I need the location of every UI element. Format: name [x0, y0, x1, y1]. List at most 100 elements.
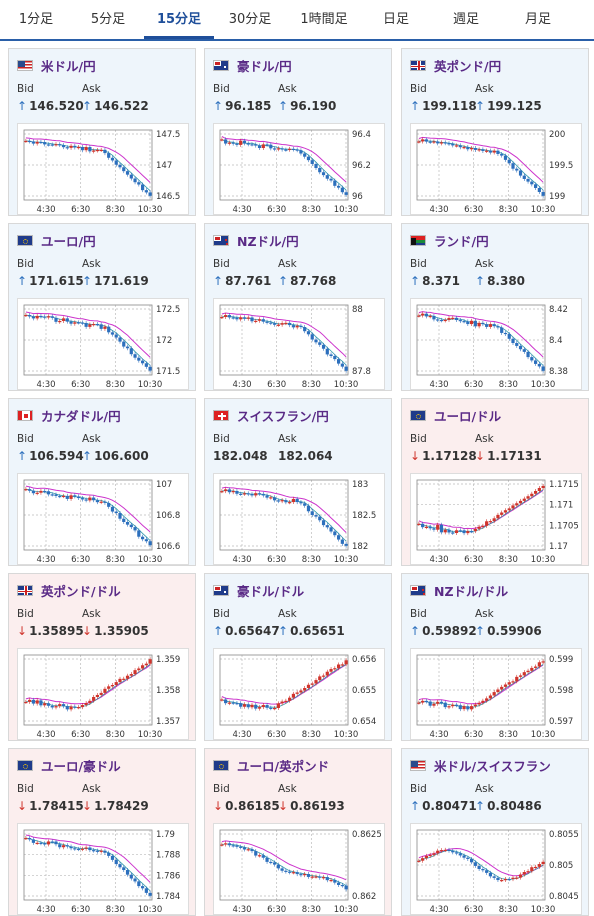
- pair-title[interactable]: 豪ドル/円: [213, 57, 292, 74]
- currency-card[interactable]: ユーロ/英ポンド Bid Ask ↓ 0.86185 ↓ 0.86193 4:30 6…: [204, 748, 392, 916]
- pair-name[interactable]: スイスフラン/円: [237, 408, 329, 424]
- pair-title[interactable]: ユーロ/英ポンド: [213, 757, 330, 774]
- currency-card[interactable]: ユーロ/ドル Bid Ask ↓ 1.17128 ↓ 1.17131 4:30 6:3…: [401, 398, 589, 566]
- currency-card[interactable]: 英ポンド/円 Bid Ask ↑ 199.118 ↑ 199.125 4:30 6:3…: [401, 48, 589, 216]
- tab-5[interactable]: 日足: [382, 12, 409, 27]
- pair-name[interactable]: 米ドル/円: [41, 58, 96, 74]
- x-tick-label: 8:30: [106, 905, 125, 915]
- currency-card[interactable]: 米ドル/円 Bid Ask ↑ 146.520 ↑ 146.522 4:30 6:30…: [8, 48, 196, 216]
- candle: [473, 148, 477, 150]
- pair-title[interactable]: ランド/円: [410, 232, 489, 249]
- pair-name[interactable]: NZドル/円: [237, 233, 299, 249]
- currency-card[interactable]: 英ポンド/ドル Bid Ask ↓ 1.35895 ↓ 1.35905 4:30 6:…: [8, 573, 196, 741]
- pair-title[interactable]: ユーロ/円: [17, 232, 96, 249]
- tab-7[interactable]: 月足: [524, 12, 551, 27]
- candle: [299, 874, 303, 876]
- price-chart[interactable]: 4:30 6:30 8:30 10:30 0.8055 0.805 0.8045: [410, 823, 582, 915]
- pair-name[interactable]: 米ドル/スイスフラン: [434, 758, 551, 774]
- price-chart[interactable]: 4:30 6:30 8:30 10:30 0.599 0.598 0.597: [410, 648, 582, 740]
- price-chart[interactable]: 4:30 6:30 8:30 10:30 96.4 96.2 96: [213, 123, 385, 215]
- candle: [254, 704, 258, 709]
- pair-name[interactable]: ユーロ/豪ドル: [41, 758, 121, 774]
- pair-name[interactable]: 英ポンド/円: [434, 58, 502, 74]
- candle: [541, 661, 545, 663]
- currency-card[interactable]: NZドル/円 Bid Ask ↑ 87.761 ↑ 87.768 4:30 6:30 8…: [204, 223, 392, 391]
- moving-average-line: [221, 135, 347, 183]
- pair-title[interactable]: カナダドル/円: [17, 407, 121, 424]
- price-chart[interactable]: 4:30 6:30 8:30 10:30 1.359 1.358 1.357: [17, 648, 189, 740]
- price-chart[interactable]: 4:30 6:30 8:30 10:30 0.656 0.655 0.654: [213, 648, 385, 740]
- pair-name[interactable]: カナダドル/円: [41, 408, 121, 424]
- currency-card[interactable]: 米ドル/スイスフラン Bid Ask ↑ 0.80471 ↑ 0.80486 4:3…: [401, 748, 589, 916]
- candle: [469, 320, 474, 325]
- candle: [46, 144, 51, 146]
- currency-card[interactable]: 豪ドル/円 Bid Ask ↑ 96.185 ↑ 96.190 4:30 6:30 8:…: [204, 48, 392, 216]
- pair-name[interactable]: NZドル/ドル: [434, 583, 509, 599]
- price-chart[interactable]: 4:30 6:30 8:30 10:30 8.42 8.4 8.38: [410, 298, 582, 390]
- pair-name[interactable]: 豪ドル/ドル: [237, 583, 305, 599]
- pair-title[interactable]: 豪ドル/ドル: [213, 582, 305, 599]
- x-tick-label: 4:30: [36, 380, 55, 390]
- pair-name[interactable]: ランド/円: [434, 233, 489, 249]
- pair-name[interactable]: ユーロ/円: [41, 233, 96, 249]
- candle: [511, 163, 515, 169]
- price-chart[interactable]: 4:30 6:30 8:30 10:30 88 87.8: [213, 298, 385, 390]
- candle: [318, 516, 322, 521]
- za-flag-icon: [410, 234, 426, 246]
- price-chart[interactable]: 4:30 6:30 8:30 10:30 107 106.8 106.6: [17, 473, 189, 565]
- candle: [428, 854, 432, 857]
- currency-card[interactable]: カナダドル/円 Bid Ask ↑ 106.594 ↑ 106.600 4:30 6:…: [8, 398, 196, 566]
- currency-card[interactable]: NZドル/ドル Bid Ask ↑ 0.59892 ↑ 0.59906 4:30 6:…: [401, 573, 589, 741]
- tab-4[interactable]: 1時間足: [300, 12, 348, 27]
- candlestick-chart: 4:30 6:30 8:30 10:30 172.5 172 171.5: [23, 304, 180, 390]
- pair-title[interactable]: 英ポンド/円: [410, 57, 502, 74]
- pair-title[interactable]: ユーロ/ドル: [410, 407, 502, 424]
- pair-title[interactable]: 米ドル/円: [17, 57, 96, 74]
- price-chart[interactable]: 4:30 6:30 8:30 10:30 1.79 1.788 1.786 1.784: [17, 823, 189, 915]
- price-chart[interactable]: 4:30 6:30 8:30 10:30 200 199.5 199: [410, 123, 582, 215]
- pair-title[interactable]: NZドル/ドル: [410, 582, 509, 599]
- currency-card[interactable]: スイスフラン/円 Bid Ask 182.048 182.064 4:30 6:3…: [204, 398, 392, 566]
- candle: [530, 357, 534, 361]
- pair-name[interactable]: ユーロ/英ポンド: [237, 758, 330, 774]
- tab-2[interactable]: 15分足: [144, 0, 214, 39]
- candle: [92, 696, 96, 701]
- candle: [31, 490, 36, 494]
- currency-card[interactable]: ユーロ/円 Bid Ask ↑ 171.615 ↑ 171.619 4:30 6:30…: [8, 223, 196, 391]
- pair-title[interactable]: ユーロ/豪ドル: [17, 757, 121, 774]
- pair-title[interactable]: スイスフラン/円: [213, 407, 329, 424]
- currency-card[interactable]: ランド/円 Bid Ask ↑ 8.371 ↑ 8.380 4:30 6:30 8:30…: [401, 223, 589, 391]
- x-tick-label: 6:30: [71, 380, 90, 390]
- up-arrow-icon: ↑: [410, 799, 421, 813]
- candle: [458, 320, 462, 322]
- price-chart[interactable]: 4:30 6:30 8:30 10:30 1.1715 1.171 1.1705 1.17: [410, 473, 582, 565]
- tab-3[interactable]: 30分足: [228, 12, 272, 27]
- candle: [140, 536, 145, 540]
- moving-average-line: [418, 847, 544, 877]
- currency-card[interactable]: ユーロ/豪ドル Bid Ask ↓ 1.78415 ↓ 1.78429 4:30 6:…: [8, 748, 196, 916]
- y-tick-label: 0.656: [352, 655, 376, 665]
- candle: [50, 316, 54, 318]
- tab-1[interactable]: 5分足: [90, 12, 126, 27]
- price-chart[interactable]: 4:30 6:30 8:30 10:30 147.5 147 146.5: [17, 123, 189, 215]
- pair-name[interactable]: 豪ドル/円: [237, 58, 292, 74]
- price-chart[interactable]: 4:30 6:30 8:30 10:30 183 182.5 182: [213, 473, 385, 565]
- pair-name[interactable]: 英ポンド/ドル: [41, 583, 121, 599]
- price-chart[interactable]: 4:30 6:30 8:30 10:30 0.8625 0.862: [213, 823, 385, 915]
- candle: [526, 351, 530, 358]
- y-tick-label: 146.5: [156, 192, 180, 202]
- tab-6[interactable]: 週足: [452, 12, 479, 27]
- currency-card[interactable]: 豪ドル/ドル Bid Ask ↑ 0.65647 ↑ 0.65651 4:30 6:3…: [204, 573, 392, 741]
- tab-0[interactable]: 1分足: [18, 12, 54, 27]
- pair-name[interactable]: ユーロ/ドル: [434, 408, 502, 424]
- pair-title[interactable]: 英ポンド/ドル: [17, 582, 121, 599]
- price-chart[interactable]: 4:30 6:30 8:30 10:30 172.5 172 171.5: [17, 298, 189, 390]
- moving-average-line: [25, 140, 151, 191]
- pair-title[interactable]: 米ドル/スイスフラン: [410, 757, 551, 774]
- candle: [533, 360, 538, 364]
- y-tick-label: 107: [156, 480, 172, 490]
- candle: [299, 690, 303, 693]
- candle: [333, 531, 337, 536]
- pair-title[interactable]: NZドル/円: [213, 232, 299, 249]
- up-arrow-icon: ↑: [17, 274, 28, 288]
